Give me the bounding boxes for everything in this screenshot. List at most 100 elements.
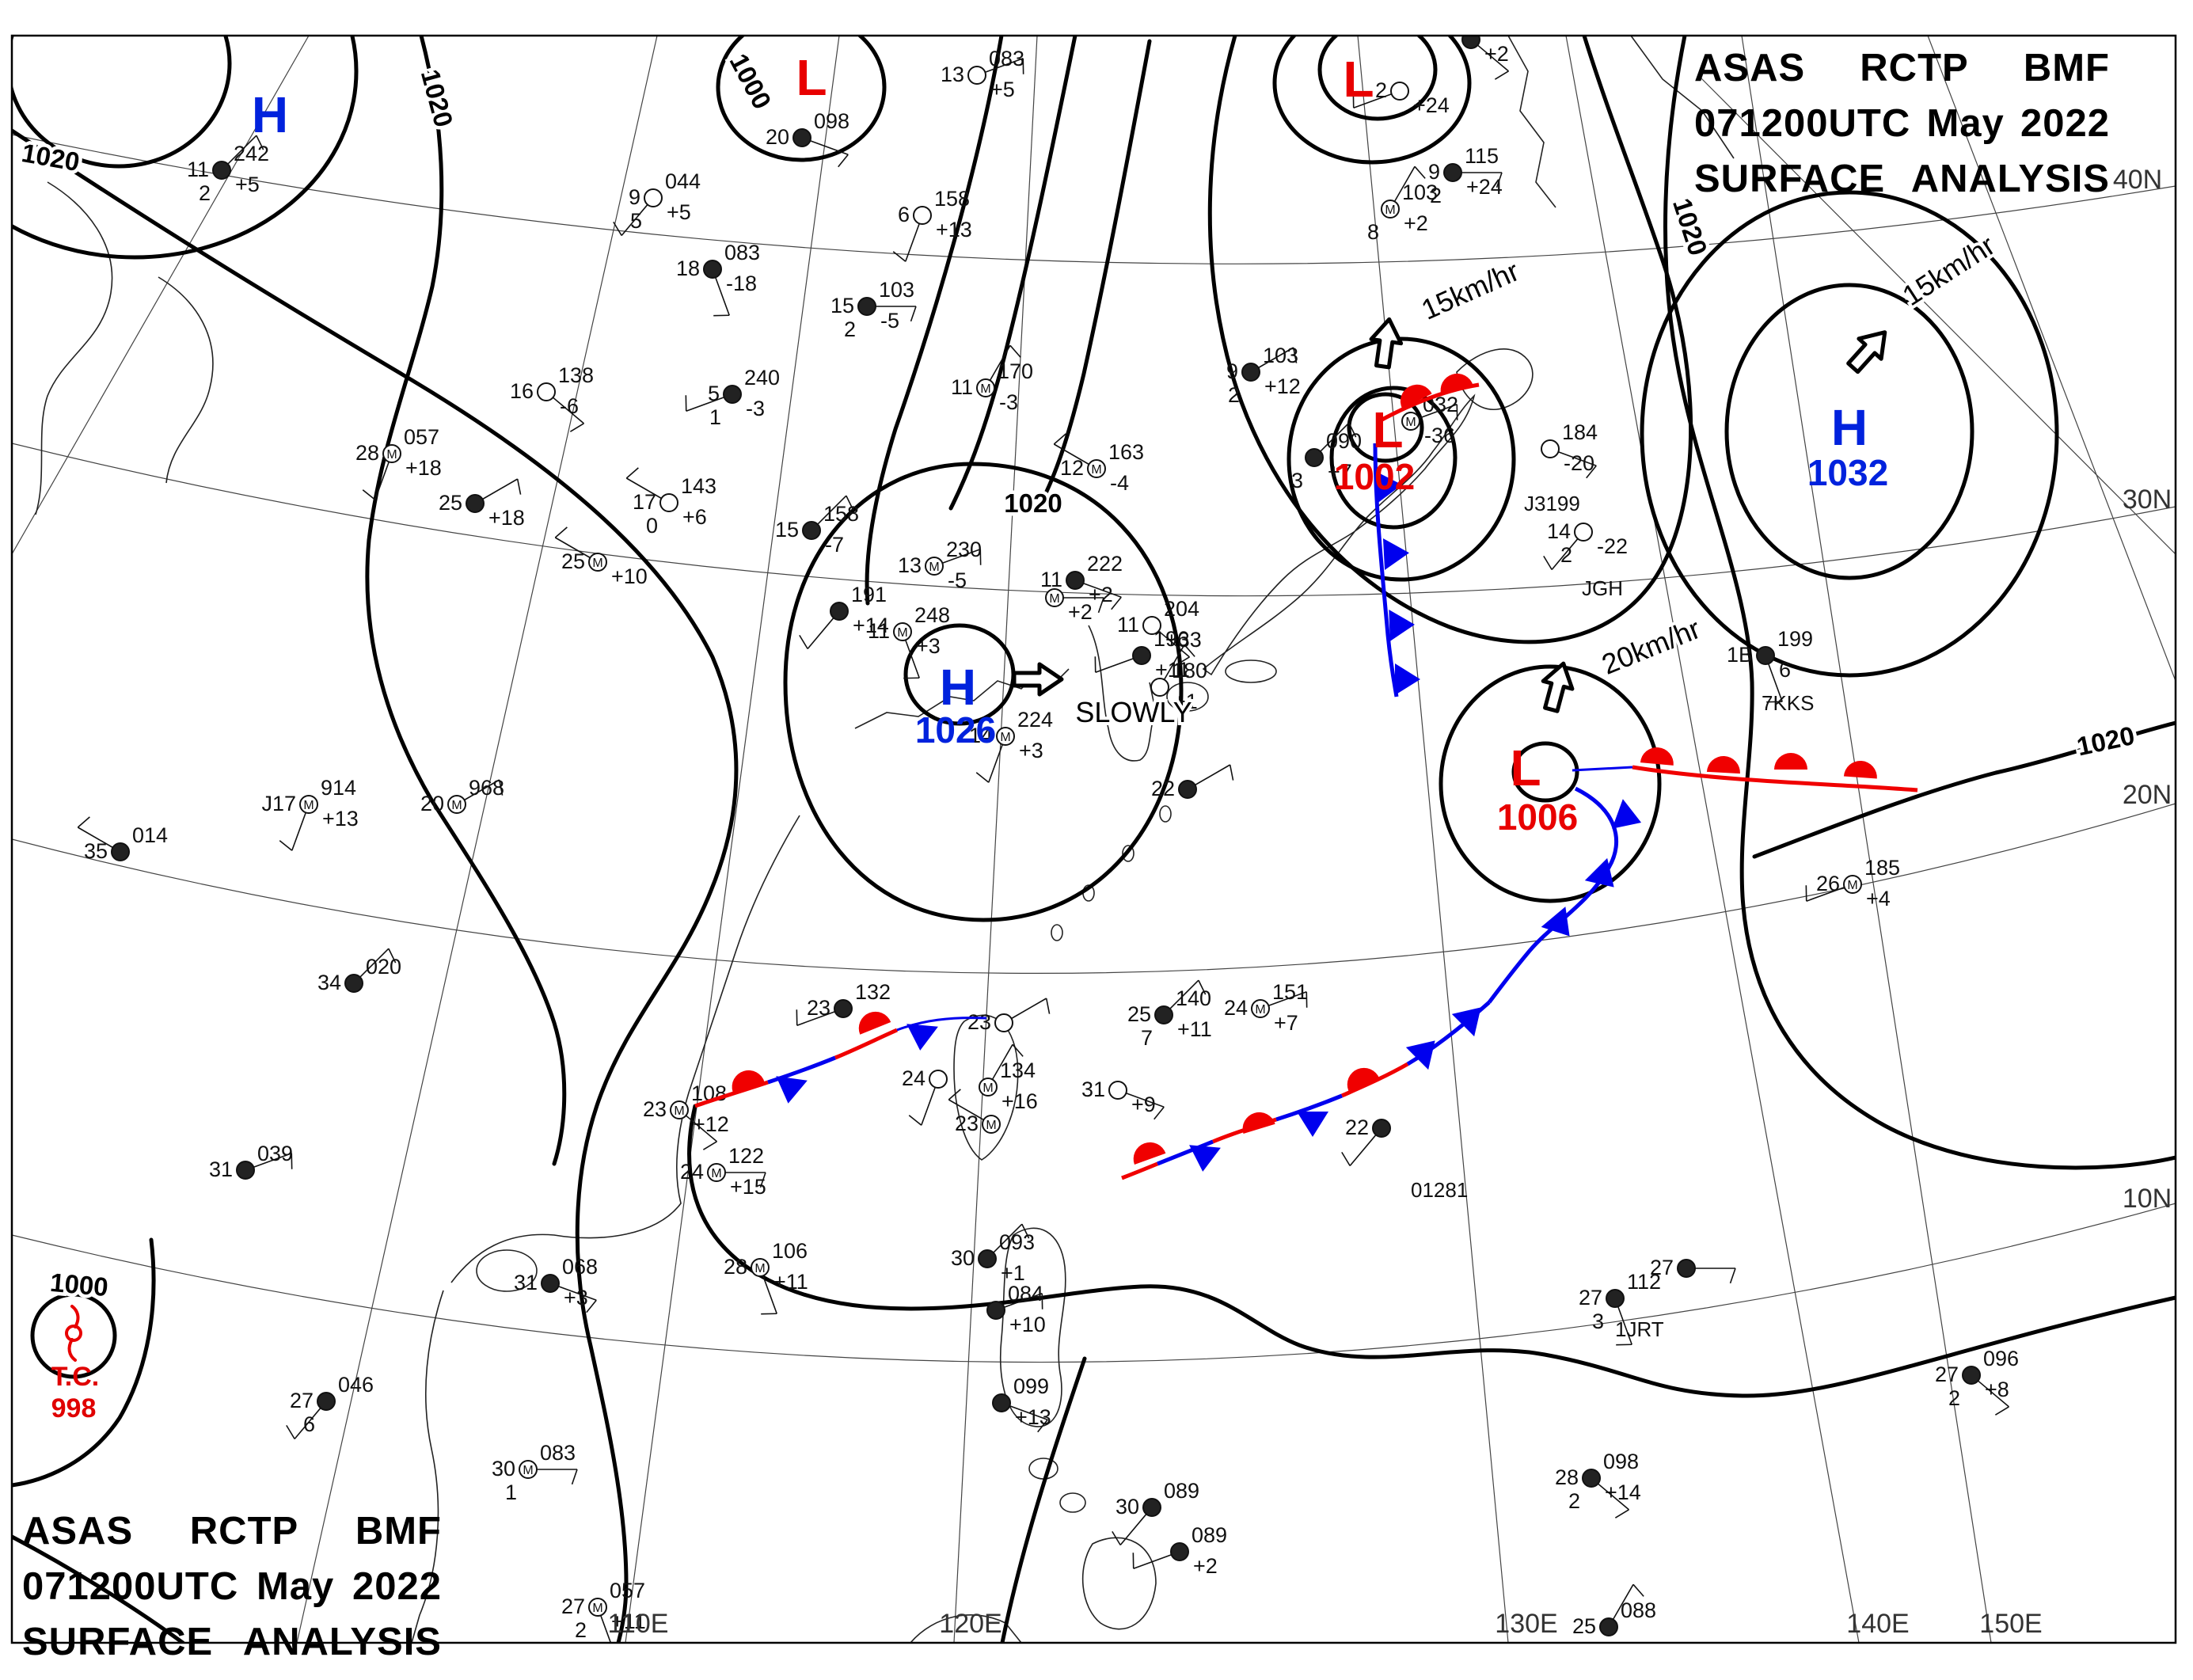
station-weather: 1 bbox=[709, 405, 721, 429]
graticule-line bbox=[12, 36, 310, 555]
station-tendency: +2 bbox=[1404, 211, 1428, 235]
station-temp: 9 bbox=[629, 185, 640, 209]
station-plot: M 11 248 +3 bbox=[868, 603, 950, 679]
warm-front-symbol bbox=[1774, 753, 1807, 770]
station-plot: 196+11 bbox=[1094, 627, 1190, 682]
station-plot: M 24 151 +7 bbox=[1224, 980, 1308, 1035]
wind-barb bbox=[1806, 887, 1845, 902]
station-temp: 23 bbox=[967, 1010, 991, 1034]
title-word: ASAS bbox=[22, 1510, 134, 1553]
wind-barb bbox=[1353, 93, 1392, 108]
station-temp: 31 bbox=[514, 1271, 538, 1294]
coastline-island bbox=[1122, 845, 1135, 862]
station-plot: 25 088 bbox=[1572, 1583, 1656, 1638]
station-plot: 31 068 +3 bbox=[514, 1255, 598, 1313]
warm-front-symbol bbox=[1706, 756, 1740, 774]
station-temp: 14 bbox=[969, 724, 993, 747]
wind-barb-tick bbox=[1009, 344, 1021, 358]
station-temp: 11 bbox=[1117, 613, 1139, 637]
wind-barb bbox=[1095, 658, 1134, 673]
cold-front-line bbox=[1157, 1139, 1214, 1166]
wind-barb-tick bbox=[1496, 172, 1503, 188]
station-tendency: +11 bbox=[1177, 1017, 1212, 1041]
station-plot: M +2 bbox=[1045, 588, 1104, 624]
station-pressure: 115 bbox=[1465, 144, 1499, 168]
isobar-ring bbox=[1317, 36, 1438, 121]
station-tendency: +1 bbox=[1173, 690, 1198, 713]
title-word: ANALYSIS bbox=[242, 1621, 442, 1663]
coastline bbox=[1630, 36, 1735, 159]
station-tendency: +13 bbox=[936, 218, 972, 241]
cold-front-symbol bbox=[1541, 907, 1570, 937]
station-weather: 1 bbox=[505, 1480, 517, 1504]
wind-barb bbox=[1053, 443, 1089, 466]
station-ship-mark: M bbox=[711, 1167, 721, 1180]
wind-barb-tick bbox=[571, 1469, 578, 1485]
station-tendency: +33 bbox=[1165, 628, 1202, 652]
station-pressure: 090 bbox=[1326, 429, 1362, 453]
station-plot: 27 112 3 bbox=[1579, 1270, 1661, 1346]
station-pressure: 163 bbox=[1108, 440, 1144, 464]
wind-barb-tick bbox=[498, 779, 504, 796]
station-circle bbox=[1461, 36, 1480, 49]
station-pressure: 143 bbox=[681, 474, 716, 498]
title-word: ASAS bbox=[1694, 47, 1806, 89]
station-ship-mark: M bbox=[592, 557, 602, 570]
station-weather: 5 bbox=[630, 209, 642, 233]
coastline bbox=[1507, 36, 1556, 208]
station-pressure: 084 bbox=[1008, 1282, 1043, 1306]
station-temp: 20 bbox=[420, 792, 444, 815]
wind-barb-tick bbox=[1341, 1151, 1351, 1166]
wind-barb bbox=[1617, 1306, 1632, 1345]
station-pressure: 230 bbox=[946, 538, 982, 561]
cold-front-symbol bbox=[1389, 610, 1415, 641]
isobar-ring bbox=[1329, 386, 1458, 530]
wind-barb bbox=[1004, 1293, 1043, 1308]
station-weather: 2 bbox=[1228, 383, 1240, 407]
station-pressure: 014 bbox=[132, 823, 168, 847]
station-pressure: 151 bbox=[1272, 980, 1308, 1004]
graticule-line bbox=[1927, 36, 2176, 682]
title-word: May bbox=[256, 1565, 335, 1608]
station-plot: 30 089 bbox=[1112, 1479, 1199, 1546]
title-word: 071200UTC bbox=[1694, 102, 1911, 145]
isobar bbox=[1207, 36, 1693, 644]
low-center-symbol: L bbox=[796, 49, 827, 106]
station-temp: 24 bbox=[1224, 996, 1248, 1020]
station-temp: 27 bbox=[561, 1594, 585, 1618]
station-temp: 11 bbox=[868, 619, 890, 643]
station-plot: 11 222 +2 bbox=[1040, 552, 1123, 610]
coastline bbox=[1081, 1537, 1157, 1630]
tc-symbol-tail-top bbox=[70, 1305, 80, 1328]
title-line: SURFACE ANALYSIS bbox=[22, 1620, 442, 1664]
station-temp: 17 bbox=[633, 490, 656, 514]
station-circle bbox=[1142, 616, 1161, 635]
map-content: 11242+5213083+5200989044+5518083-1815103… bbox=[12, 36, 2176, 1643]
isobar-ring bbox=[1439, 664, 1662, 903]
wind-barb-tick bbox=[1012, 1043, 1024, 1057]
station-temp: 31 bbox=[1081, 1078, 1105, 1101]
station-tendency: +11 bbox=[611, 1610, 646, 1633]
coastline-island bbox=[1166, 682, 1209, 712]
station-temp: 5 bbox=[708, 382, 720, 405]
wind-barb-tick bbox=[1632, 1583, 1644, 1597]
isobar bbox=[783, 462, 1184, 922]
title-line: SURFACE ANALYSIS bbox=[1694, 157, 2110, 201]
wind-barb-tick bbox=[1045, 998, 1051, 1014]
station-plot: M 103 +2 8 bbox=[1367, 165, 1438, 244]
station-tendency: +2 bbox=[1089, 583, 1113, 606]
station-pressure: 099 bbox=[1013, 1374, 1049, 1398]
station-tendency: -18 bbox=[726, 272, 757, 295]
station-temp: J17 bbox=[261, 792, 296, 815]
station-tendency: +8 bbox=[1985, 1378, 2009, 1401]
title-word: 2022 bbox=[352, 1565, 442, 1608]
wind-barb bbox=[1258, 347, 1294, 369]
station-circle bbox=[1251, 999, 1270, 1018]
station-plot: 31 +9 bbox=[1081, 1078, 1165, 1120]
station-circle bbox=[541, 1274, 560, 1293]
wind-barb bbox=[1977, 1380, 2010, 1408]
wind-barb bbox=[1597, 1483, 1630, 1511]
station-plot: 9 115 +24 2 bbox=[1428, 144, 1503, 207]
cold-front-line bbox=[1488, 786, 1619, 1004]
